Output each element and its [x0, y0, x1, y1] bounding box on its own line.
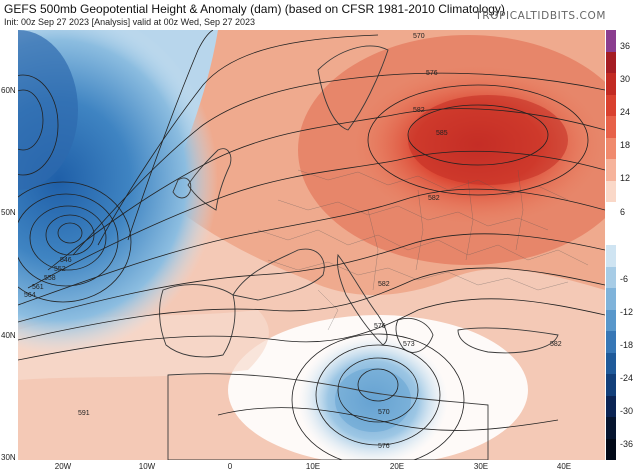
- map-title: GEFS 500mb Geopotential Height & Anomaly…: [4, 2, 505, 16]
- contour-label: 561: [32, 284, 44, 291]
- colorbar-swatch: [606, 51, 616, 73]
- anomaly-map: 570 576 582 585 582 546 552 558 561 564 …: [18, 30, 605, 460]
- colorbar-swatch: [606, 331, 616, 353]
- colorbar-swatch: [606, 245, 616, 267]
- great-britain-outline: [187, 148, 232, 211]
- anomaly-cold-south-core: [335, 368, 411, 432]
- colorbar-swatch: [606, 116, 616, 138]
- colorbar-swatch: [606, 395, 616, 417]
- colorbar-label: 6: [620, 207, 626, 217]
- colorbar-swatch: [606, 266, 616, 288]
- colorbar-label: -18: [620, 340, 634, 350]
- colorbar-swatch: [606, 202, 616, 224]
- colorbar-swatch: [606, 159, 616, 181]
- contour-label: 591: [78, 410, 90, 417]
- north-africa-outline: [167, 373, 489, 460]
- greece-outline: [395, 317, 434, 353]
- scandinavia-outline: [317, 45, 389, 131]
- lon-label: 10W: [138, 462, 156, 471]
- map-subtitle: Init: 00z Sep 27 2023 [Analysis] valid a…: [4, 17, 255, 27]
- colorbar-label: 24: [620, 107, 631, 117]
- colorbar-swatch: [606, 94, 616, 116]
- contour-label: 582: [378, 281, 390, 288]
- colorbar-swatch: [606, 73, 616, 95]
- colorbar-swatch: [606, 352, 616, 374]
- site-watermark: TROPICALTIDBITS.COM: [475, 10, 606, 22]
- lon-label: 10E: [305, 462, 321, 471]
- colorbar-label: 36: [620, 41, 631, 51]
- contour-label: 570: [378, 409, 390, 416]
- lat-label: 50N: [1, 208, 16, 217]
- colorbar-label: -30: [620, 406, 634, 416]
- contour-label: 558: [44, 275, 56, 282]
- iberia-outline: [159, 284, 236, 358]
- colorbar: [606, 30, 616, 460]
- lon-label: 20E: [389, 462, 405, 471]
- lat-label: 60N: [1, 86, 16, 95]
- colorbar-swatch: [606, 438, 616, 460]
- colorbar-label: -6: [620, 274, 629, 284]
- colorbar-swatch: [606, 137, 616, 159]
- contour-label: 582: [428, 195, 440, 202]
- colorbar-swatch: [606, 309, 616, 331]
- colorbar-label: -24: [620, 373, 634, 383]
- ireland-outline: [172, 177, 192, 199]
- france-outline: [232, 248, 325, 301]
- colorbar-swatch: [606, 30, 616, 52]
- colorbar-label: 30: [620, 74, 631, 84]
- anomaly-max-core: [408, 95, 568, 185]
- contour-label: 564: [24, 292, 36, 299]
- contour-label: 576: [378, 443, 390, 450]
- contour-label: 573: [403, 341, 415, 348]
- anomaly-cold-northwest: [18, 30, 78, 190]
- colorbar-label: -36: [620, 439, 634, 449]
- lon-label: 0: [227, 462, 233, 471]
- colorbar-swatch: [606, 374, 616, 396]
- colorbar-swatch: [606, 417, 616, 439]
- colorbar-label: -12: [620, 307, 634, 317]
- anatolia-outline: [457, 327, 559, 354]
- lat-label: 30N: [1, 453, 16, 462]
- lon-label: 40E: [556, 462, 572, 471]
- colorbar-swatch: [606, 180, 616, 202]
- header: GEFS 500mb Geopotential Height & Anomaly…: [0, 0, 640, 30]
- colorbar-label: 12: [620, 173, 631, 183]
- contour-label: 546: [60, 257, 72, 264]
- colorbar-swatch: [606, 288, 616, 310]
- map-canvas: 570 576 582 585 582 546 552 558 561 564 …: [18, 30, 605, 460]
- lon-label: 20W: [54, 462, 72, 471]
- colorbar-label: 18: [620, 140, 631, 150]
- height-contours: [18, 30, 605, 460]
- lon-label: 30E: [473, 462, 489, 471]
- contour-label: 585: [436, 130, 448, 137]
- coastlines: [159, 45, 559, 460]
- contour-label: 582: [413, 107, 425, 114]
- contour-label: 576: [374, 323, 386, 330]
- lat-label: 40N: [1, 331, 16, 340]
- colorbar-swatch: [606, 223, 616, 245]
- contour-label: 576: [426, 70, 438, 77]
- contour-label: 570: [413, 33, 425, 40]
- contour-label: 552: [54, 266, 66, 273]
- contour-label: 582: [550, 341, 562, 348]
